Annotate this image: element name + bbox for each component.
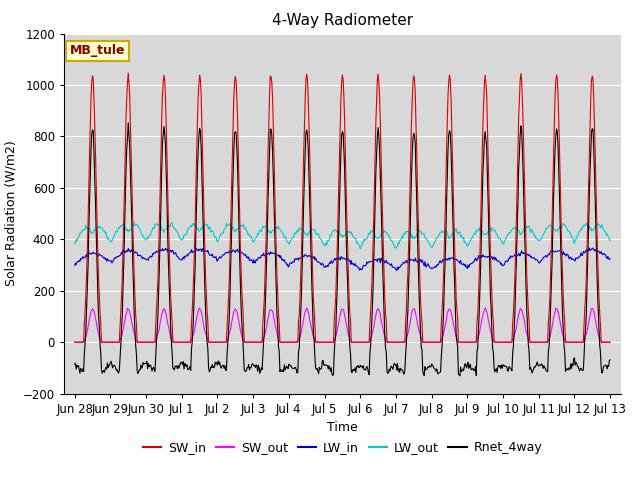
SW_out [71,339,79,345]
LW_in [558,251,566,256]
Rnet_4way [559,310,566,315]
Rnet_4way [189,325,196,331]
Rnet_4way [440,311,447,316]
LW_in [586,245,593,251]
SW_in [335,180,342,186]
SW_in [189,290,196,296]
SW_in [606,339,614,345]
SW_in [387,339,395,345]
Rnet_4way [212,361,220,367]
Legend: SW_in, SW_out, LW_in, LW_out, Rnet_4way: SW_in, SW_out, LW_in, LW_out, Rnet_4way [138,436,547,459]
LW_out [388,238,396,243]
SW_in [212,339,220,345]
LW_out [71,241,79,247]
LW_in [211,254,219,260]
LW_in [334,256,342,262]
SW_in [71,339,79,345]
LW_out [559,222,566,228]
Line: Rnet_4way: Rnet_4way [75,123,610,376]
Title: 4-Way Radiometer: 4-Way Radiometer [272,13,413,28]
Line: SW_in: SW_in [75,73,610,342]
Rnet_4way [335,228,342,233]
SW_in [558,248,566,253]
Line: LW_in: LW_in [75,248,610,271]
LW_out [356,246,364,252]
SW_out [606,339,614,345]
Text: MB_tule: MB_tule [70,44,125,58]
SW_out [558,328,566,334]
Rnet_4way [71,361,79,367]
LW_out [335,227,342,233]
Y-axis label: Solar Radiation (W/m2): Solar Radiation (W/m2) [4,141,17,287]
SW_out [335,320,342,326]
LW_out [131,219,138,225]
Rnet_4way [387,364,395,370]
SW_out [303,305,310,311]
Rnet_4way [124,120,132,126]
SW_in [440,274,447,280]
SW_out [211,339,219,345]
SW_out [387,339,395,345]
Rnet_4way [606,357,614,363]
LW_in [440,258,447,264]
SW_out [188,336,196,342]
SW_out [440,332,447,337]
Line: SW_out: SW_out [75,308,610,342]
LW_in [606,256,614,262]
SW_in [124,70,132,76]
LW_in [386,262,394,268]
LW_out [212,234,220,240]
LW_out [606,238,614,243]
X-axis label: Time: Time [327,421,358,434]
Line: LW_out: LW_out [75,222,610,249]
LW_in [393,268,401,274]
Rnet_4way [456,373,464,379]
LW_in [188,250,196,255]
LW_out [189,220,196,226]
LW_out [440,229,448,235]
LW_in [71,263,79,268]
